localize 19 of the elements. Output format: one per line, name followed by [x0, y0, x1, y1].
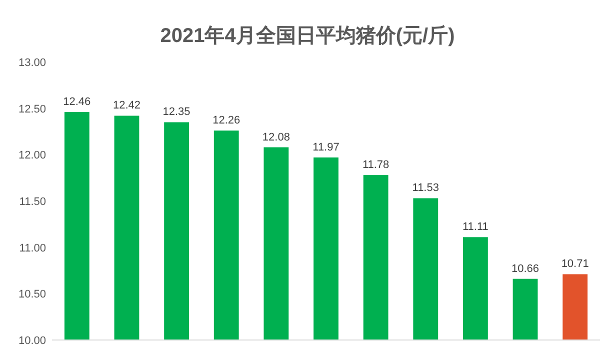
data-label: 11.97 [312, 141, 340, 154]
data-label: 11.78 [362, 159, 390, 172]
data-label: 12.08 [262, 131, 290, 144]
data-label: 10.71 [561, 258, 589, 270]
data-label: 11.11 [462, 221, 488, 234]
y-tick-label: 10.50 [18, 288, 46, 301]
data-label: 11.53 [412, 182, 439, 194]
data-label: 10.66 [512, 262, 540, 275]
chart-title: 2021年4月全国日平均猪价(元/斤) [160, 24, 455, 47]
y-tick-label: 11.50 [19, 196, 46, 208]
y-tick-label: 10.00 [18, 335, 46, 347]
y-tick-label: 13.00 [18, 57, 46, 69]
data-label: 12.42 [112, 100, 140, 112]
data-label: 12.46 [63, 96, 91, 108]
data-label: 12.26 [212, 114, 240, 127]
y-tick-label: 12.50 [18, 103, 46, 116]
y-tick-label: 12.00 [18, 150, 46, 162]
data-label: 12.35 [162, 106, 190, 118]
y-tick-label: 11.00 [19, 242, 46, 254]
